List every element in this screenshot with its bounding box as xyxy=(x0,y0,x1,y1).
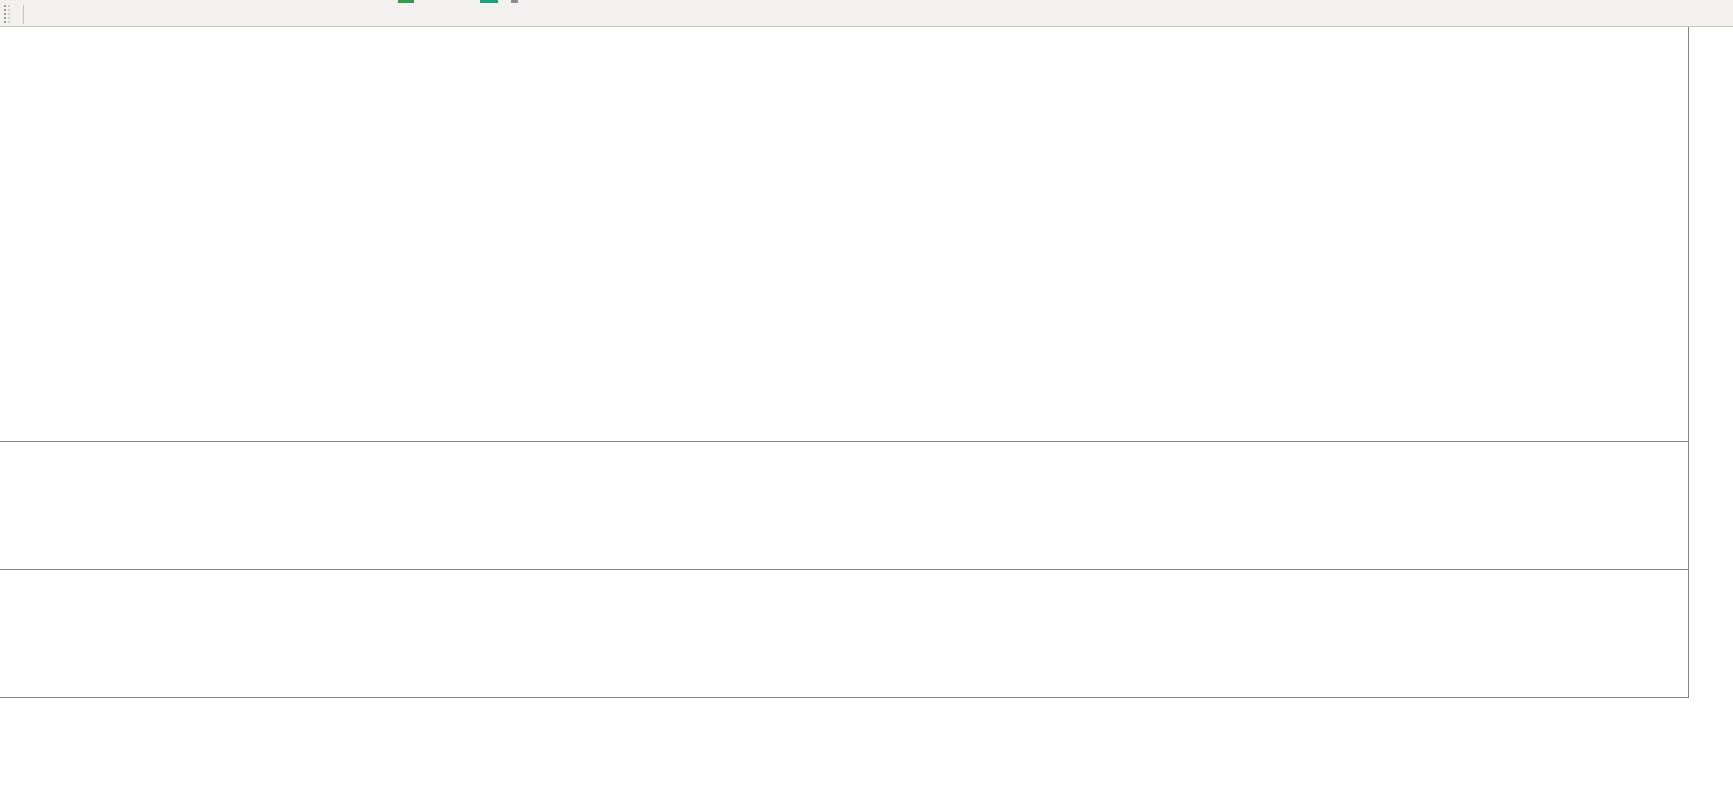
toolbar-grip[interactable] xyxy=(4,5,10,23)
rsi-header xyxy=(8,574,15,588)
rsi-pane[interactable] xyxy=(0,570,1688,697)
chart-ohlc-header xyxy=(8,31,40,45)
toolbar-separator xyxy=(23,4,24,24)
macd-pane[interactable] xyxy=(0,442,1688,569)
cropped-toolbar-icon xyxy=(511,0,518,3)
toolbar xyxy=(0,0,1733,27)
cropped-toolbar-icon xyxy=(398,0,414,3)
time-axis-border xyxy=(0,697,1733,698)
cropped-toolbar-icon xyxy=(480,0,498,3)
time-axis[interactable] xyxy=(0,698,1688,715)
price-scale-column[interactable] xyxy=(1688,27,1733,698)
pane-divider[interactable] xyxy=(0,441,1733,442)
price-pane[interactable] xyxy=(0,27,1688,441)
pane-divider[interactable] xyxy=(0,569,1733,570)
macd-header xyxy=(8,446,21,460)
